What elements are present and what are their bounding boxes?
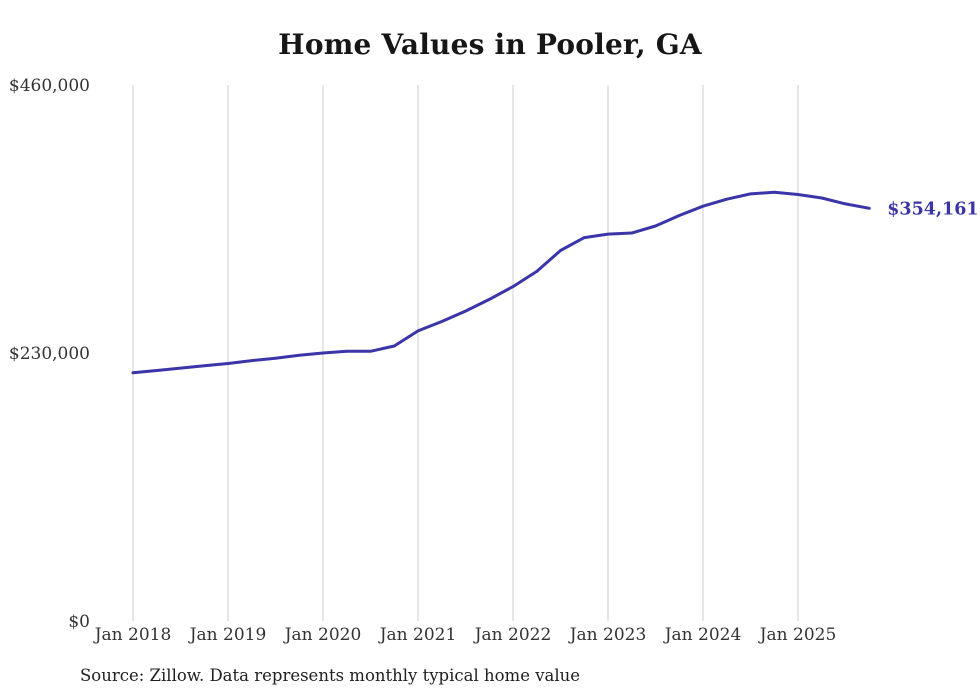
x-tick-label: Jan 2021 bbox=[378, 625, 457, 645]
x-tick-label: Jan 2022 bbox=[473, 625, 552, 645]
x-tick-label: Jan 2024 bbox=[663, 625, 742, 645]
end-value-label-group: $354,161 bbox=[887, 199, 978, 219]
y-axis-labels-group: $460,000 $230,000 $0 bbox=[9, 76, 90, 632]
x-tick-label: Jan 2020 bbox=[283, 625, 362, 645]
home-value-line bbox=[131, 190, 871, 375]
source-note: Source: Zillow. Data represents monthly … bbox=[80, 666, 581, 685]
gridlines-group bbox=[132, 85, 799, 621]
x-tick-label: Jan 2023 bbox=[568, 625, 647, 645]
y-tick-label: $230,000 bbox=[9, 344, 90, 364]
x-tick-label: Jan 2019 bbox=[188, 625, 267, 645]
x-tick-label: Jan 2025 bbox=[758, 625, 837, 645]
latest-value-label: $354,161 bbox=[887, 199, 978, 219]
y-tick-label: $460,000 bbox=[9, 76, 90, 96]
x-axis-labels-group: Jan 2018 Jan 2019 Jan 2020 Jan 2021 Jan 2022… bbox=[93, 625, 837, 645]
x-tick-label: Jan 2018 bbox=[93, 625, 172, 645]
y-tick-label: $0 bbox=[68, 612, 90, 632]
value-line-group bbox=[131, 190, 871, 375]
chart-title: Home Values in Pooler, GA bbox=[278, 28, 702, 61]
